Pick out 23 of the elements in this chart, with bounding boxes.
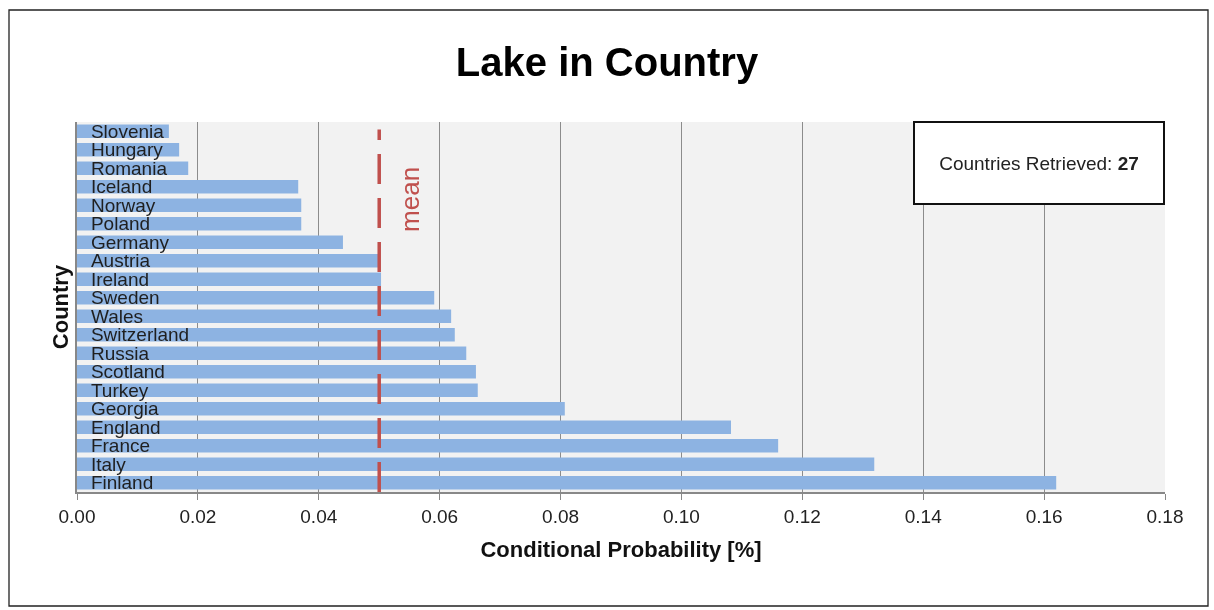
bar [77, 439, 779, 453]
y-tick-label: Hungary [90, 139, 164, 161]
y-tick-label: Italy [90, 453, 127, 475]
bar [77, 476, 1057, 490]
x-tick-label: 0.08 [542, 505, 580, 527]
y-tick-label: Slovenia [90, 120, 165, 142]
x-tick-label: 0.06 [421, 505, 459, 527]
x-tick-label: 0.00 [58, 505, 96, 527]
x-tick-label: 0.02 [179, 505, 217, 527]
y-tick-label: Germany [90, 231, 170, 253]
x-tick-label: 0.18 [1146, 505, 1184, 527]
x-tick-label: 0.04 [300, 505, 338, 527]
x-tick-label: 0.14 [904, 505, 943, 527]
x-tick-label: 0.12 [783, 505, 821, 527]
chart-title: Lake in Country [455, 40, 759, 84]
x-axis-title: Conditional Probability [%] [480, 536, 762, 562]
bar [77, 309, 452, 323]
x-tick-label: 0.10 [662, 505, 700, 527]
annotation: Countries Retrieved: 27 [939, 152, 1139, 174]
ref-line-label: mean [394, 166, 425, 232]
x-tick-label: 0.16 [1025, 505, 1063, 527]
y-axis-title: Country [48, 264, 74, 350]
text-box: Countries Retrieved: 27 [913, 121, 1165, 205]
